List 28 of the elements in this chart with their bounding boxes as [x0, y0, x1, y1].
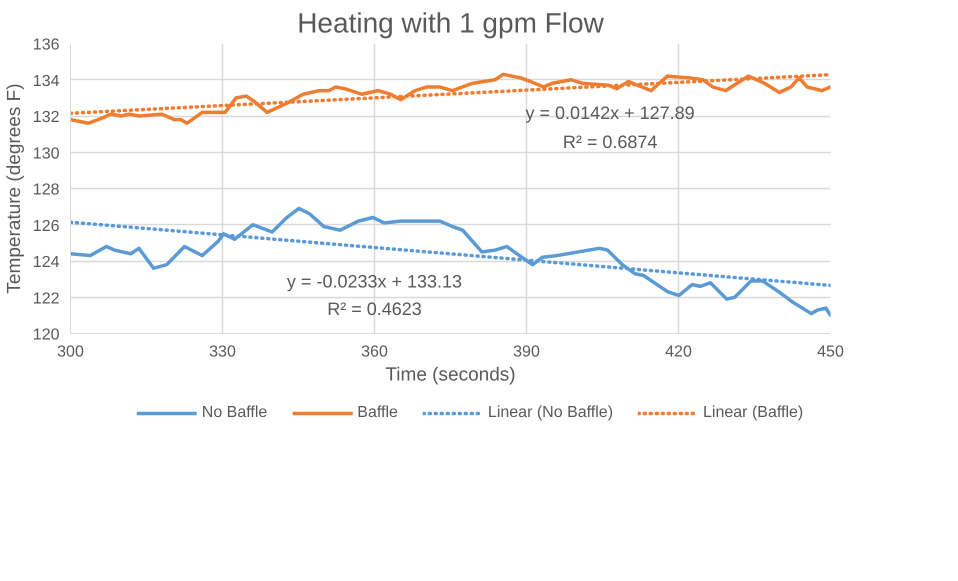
y-tick-label: 130: [32, 145, 60, 162]
x-tick-label: 390: [513, 344, 540, 360]
y-tick-label: 132: [32, 109, 60, 126]
chart-title: Heating with 1 gpm Flow: [297, 8, 605, 38]
x-tick-label: 360: [361, 344, 388, 360]
annotation: R² = 0.4623: [327, 298, 422, 319]
y-tick-label: 120: [32, 326, 60, 344]
y-tick-label: 128: [32, 182, 60, 198]
y-tick-label: 124: [32, 254, 60, 271]
annotation: y = -0.0233x + 133.13: [286, 271, 462, 292]
legend-label: Linear (Baffle): [703, 404, 804, 422]
y-tick-label: 126: [32, 218, 60, 235]
y-tick-label: 134: [32, 72, 60, 90]
y-tick-label: 122: [32, 290, 60, 308]
x-tick-label: 420: [665, 344, 692, 360]
annotation: y = 0.0142x + 127.89: [526, 103, 695, 124]
legend-label: No Baffle: [202, 404, 268, 422]
y-tick-label: 136: [32, 36, 60, 54]
line-series: [70, 206, 830, 318]
legend-label: Linear (No Baffle): [488, 404, 614, 422]
x-tick-label: 300: [57, 344, 84, 360]
y-axis-title: Temperature (degrees F): [4, 83, 25, 294]
legend-label: Baffle: [357, 404, 398, 422]
x-tick-label: 450: [817, 344, 844, 360]
annotation: R² = 0.6874: [562, 132, 658, 152]
x-tick-label: 330: [209, 344, 236, 360]
line-series: [70, 72, 830, 125]
x-axis-title: Time (seconds): [385, 364, 516, 386]
